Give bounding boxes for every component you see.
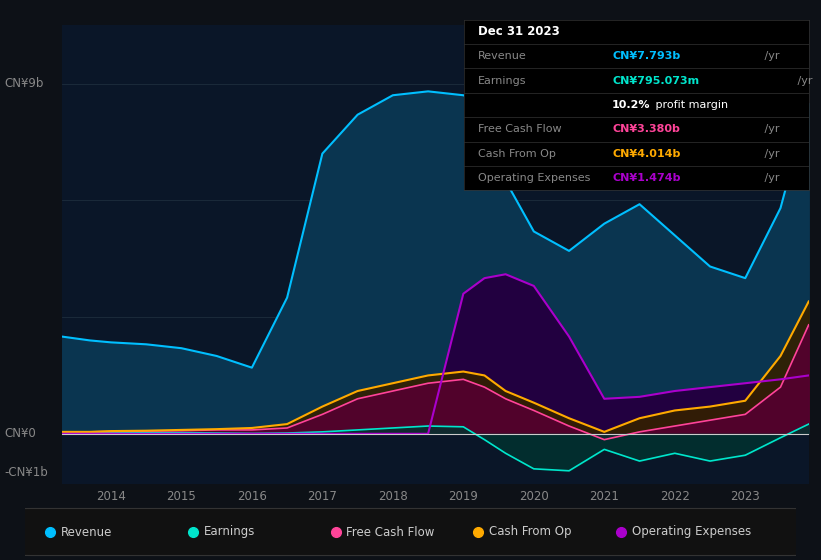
Text: Dec 31 2023: Dec 31 2023: [478, 25, 559, 38]
Text: CN¥7.793b: CN¥7.793b: [612, 51, 681, 61]
Text: Earnings: Earnings: [204, 525, 255, 539]
Text: CN¥0: CN¥0: [4, 427, 36, 440]
Text: /yr: /yr: [761, 124, 780, 134]
Text: /yr: /yr: [761, 149, 780, 159]
Text: CN¥1.474b: CN¥1.474b: [612, 173, 681, 183]
Text: /yr: /yr: [761, 51, 780, 61]
Text: profit margin: profit margin: [652, 100, 728, 110]
Text: Operating Expenses: Operating Expenses: [632, 525, 751, 539]
Text: Free Cash Flow: Free Cash Flow: [346, 525, 435, 539]
Text: CN¥4.014b: CN¥4.014b: [612, 149, 681, 159]
Text: Revenue: Revenue: [61, 525, 112, 539]
Text: Operating Expenses: Operating Expenses: [478, 173, 590, 183]
Text: Revenue: Revenue: [478, 51, 526, 61]
FancyBboxPatch shape: [17, 508, 804, 556]
Text: 10.2%: 10.2%: [612, 100, 650, 110]
Text: /yr: /yr: [794, 76, 813, 86]
Text: CN¥3.380b: CN¥3.380b: [612, 124, 680, 134]
Text: /yr: /yr: [761, 173, 780, 183]
Text: Free Cash Flow: Free Cash Flow: [478, 124, 562, 134]
Text: CN¥795.073m: CN¥795.073m: [612, 76, 699, 86]
Text: CN¥9b: CN¥9b: [4, 77, 44, 90]
Text: Earnings: Earnings: [478, 76, 526, 86]
Text: Cash From Op: Cash From Op: [478, 149, 556, 159]
Text: Cash From Op: Cash From Op: [489, 525, 571, 539]
Text: -CN¥1b: -CN¥1b: [4, 466, 48, 479]
